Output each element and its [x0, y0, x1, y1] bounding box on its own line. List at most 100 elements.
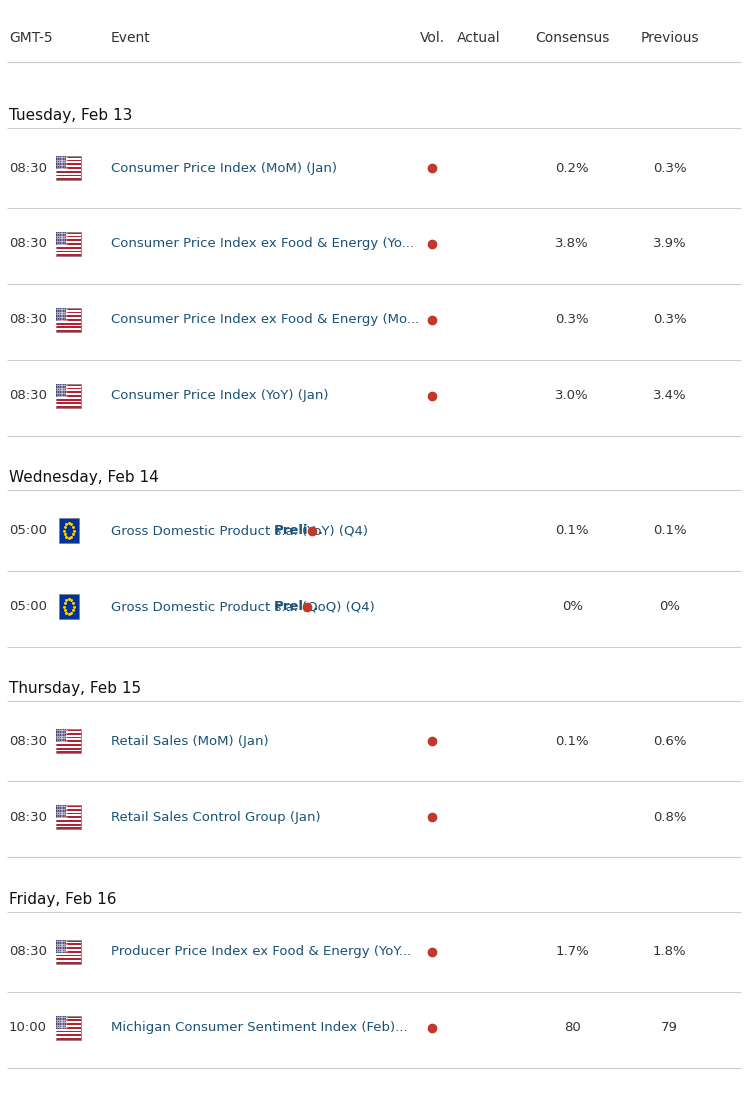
Text: Consumer Price Index ex Food & Energy (Mo...: Consumer Price Index ex Food & Energy (M… [111, 314, 419, 327]
Text: 10:00: 10:00 [9, 1022, 47, 1034]
FancyBboxPatch shape [57, 232, 81, 257]
FancyBboxPatch shape [57, 739, 81, 740]
FancyBboxPatch shape [57, 742, 81, 744]
Text: Retail Sales Control Group (Jan): Retail Sales Control Group (Jan) [111, 810, 320, 824]
Text: Gross Domestic Product s.a. (YoY) (Q4): Gross Domestic Product s.a. (YoY) (Q4) [111, 524, 368, 537]
Text: Producer Price Index ex Food & Energy (YoY...: Producer Price Index ex Food & Energy (Y… [111, 946, 411, 958]
FancyBboxPatch shape [57, 939, 81, 964]
Text: 0.1%: 0.1% [556, 524, 589, 537]
Text: 0.6%: 0.6% [653, 734, 686, 748]
FancyBboxPatch shape [57, 156, 81, 181]
FancyBboxPatch shape [57, 805, 81, 829]
FancyBboxPatch shape [59, 519, 79, 543]
Text: Tuesday, Feb 13: Tuesday, Feb 13 [9, 108, 132, 123]
FancyBboxPatch shape [57, 244, 81, 247]
FancyBboxPatch shape [57, 818, 81, 820]
FancyBboxPatch shape [57, 317, 81, 319]
Text: Event: Event [111, 31, 150, 45]
FancyBboxPatch shape [57, 946, 81, 947]
Text: Consensus: Consensus [535, 31, 610, 45]
FancyBboxPatch shape [57, 734, 81, 737]
Text: Retail Sales (MoM) (Jan): Retail Sales (MoM) (Jan) [111, 734, 269, 748]
FancyBboxPatch shape [57, 949, 81, 951]
FancyBboxPatch shape [57, 325, 81, 327]
FancyBboxPatch shape [57, 393, 81, 395]
Text: Thursday, Feb 15: Thursday, Feb 15 [9, 682, 141, 696]
FancyBboxPatch shape [57, 1028, 81, 1031]
Text: 08:30: 08:30 [9, 314, 47, 327]
Text: Gross Domestic Product s.a. (QoQ) (Q4): Gross Domestic Product s.a. (QoQ) (Q4) [111, 600, 375, 613]
FancyBboxPatch shape [57, 328, 81, 330]
FancyBboxPatch shape [57, 156, 67, 168]
FancyBboxPatch shape [57, 1036, 81, 1038]
Text: GMT-5: GMT-5 [9, 31, 52, 45]
FancyBboxPatch shape [57, 396, 81, 399]
FancyBboxPatch shape [57, 960, 81, 962]
Text: 0%: 0% [562, 600, 583, 613]
FancyBboxPatch shape [57, 176, 81, 178]
FancyBboxPatch shape [57, 157, 81, 160]
Text: 0.8%: 0.8% [653, 810, 686, 824]
FancyBboxPatch shape [57, 1017, 81, 1020]
FancyBboxPatch shape [57, 952, 81, 955]
FancyBboxPatch shape [57, 168, 81, 171]
FancyBboxPatch shape [57, 173, 81, 175]
Text: 80: 80 [564, 1022, 580, 1034]
Text: 0.3%: 0.3% [556, 314, 589, 327]
FancyBboxPatch shape [57, 384, 67, 396]
Text: Wednesday, Feb 14: Wednesday, Feb 14 [9, 470, 159, 486]
FancyBboxPatch shape [57, 309, 81, 312]
Text: 05:00: 05:00 [9, 600, 47, 613]
Text: 3.8%: 3.8% [556, 238, 589, 251]
Text: Consumer Price Index (YoY) (Jan): Consumer Price Index (YoY) (Jan) [111, 390, 328, 403]
Text: Vol.: Vol. [420, 31, 445, 45]
Text: 05:00: 05:00 [9, 524, 47, 537]
FancyBboxPatch shape [57, 939, 67, 952]
FancyBboxPatch shape [57, 1025, 81, 1027]
FancyBboxPatch shape [57, 729, 81, 753]
Text: Preli...: Preli... [274, 524, 324, 537]
FancyBboxPatch shape [57, 810, 81, 813]
FancyBboxPatch shape [57, 232, 67, 244]
Text: 08:30: 08:30 [9, 946, 47, 958]
Text: 3.0%: 3.0% [556, 390, 589, 403]
FancyBboxPatch shape [59, 595, 79, 619]
FancyBboxPatch shape [57, 1015, 81, 1039]
Text: 08:30: 08:30 [9, 162, 47, 175]
Text: 08:30: 08:30 [9, 238, 47, 251]
FancyBboxPatch shape [57, 957, 81, 958]
FancyBboxPatch shape [57, 826, 81, 828]
Text: 0.2%: 0.2% [556, 162, 589, 175]
FancyBboxPatch shape [57, 941, 81, 944]
FancyBboxPatch shape [57, 238, 81, 239]
FancyBboxPatch shape [57, 390, 81, 391]
Text: Consumer Price Index (MoM) (Jan): Consumer Price Index (MoM) (Jan) [111, 162, 337, 175]
FancyBboxPatch shape [57, 384, 81, 408]
Text: 0.3%: 0.3% [653, 162, 686, 175]
FancyBboxPatch shape [57, 1015, 67, 1028]
FancyBboxPatch shape [57, 821, 81, 824]
FancyBboxPatch shape [57, 162, 81, 163]
FancyBboxPatch shape [57, 320, 81, 323]
FancyBboxPatch shape [57, 401, 81, 403]
FancyBboxPatch shape [57, 241, 81, 243]
Text: Actual: Actual [457, 31, 500, 45]
Text: Previous: Previous [640, 31, 699, 45]
FancyBboxPatch shape [57, 314, 81, 315]
Text: 1.7%: 1.7% [555, 946, 589, 958]
FancyBboxPatch shape [57, 731, 81, 733]
FancyBboxPatch shape [57, 815, 81, 816]
FancyBboxPatch shape [57, 1022, 81, 1023]
Text: 79: 79 [661, 1022, 678, 1034]
Text: 08:30: 08:30 [9, 734, 47, 748]
FancyBboxPatch shape [57, 308, 67, 320]
FancyBboxPatch shape [57, 385, 81, 388]
Text: 0.1%: 0.1% [653, 524, 686, 537]
Text: Michigan Consumer Sentiment Index (Feb)...: Michigan Consumer Sentiment Index (Feb).… [111, 1022, 407, 1034]
Text: 1.8%: 1.8% [653, 946, 686, 958]
FancyBboxPatch shape [57, 249, 81, 251]
Text: Consumer Price Index ex Food & Energy (Yo...: Consumer Price Index ex Food & Energy (Y… [111, 238, 414, 251]
FancyBboxPatch shape [57, 404, 81, 406]
FancyBboxPatch shape [57, 745, 81, 748]
FancyBboxPatch shape [57, 1033, 81, 1034]
